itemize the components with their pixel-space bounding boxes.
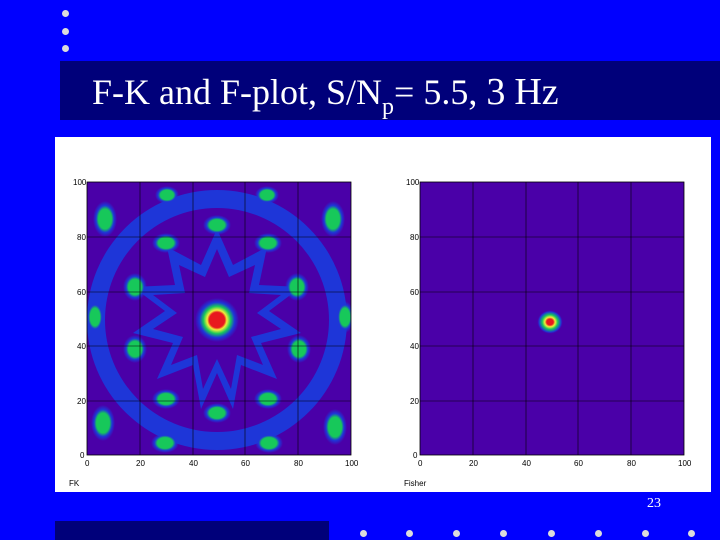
figure-svg bbox=[86, 181, 685, 456]
bullet-dot bbox=[62, 45, 69, 52]
bottom-bar bbox=[55, 521, 329, 540]
fk-x-tick: 0 bbox=[85, 459, 90, 468]
figure-panel: 100 80 60 40 20 0 0 20 40 60 80 100 FK 1… bbox=[55, 137, 711, 492]
bullet-dot bbox=[642, 530, 649, 537]
fk-main-peak bbox=[195, 298, 239, 342]
fk-y-tick: 80 bbox=[77, 233, 86, 242]
fisher-x-tick: 60 bbox=[574, 459, 583, 468]
fk-grid bbox=[87, 182, 351, 455]
fk-x-tick: 80 bbox=[294, 459, 303, 468]
fk-x-tick: 20 bbox=[136, 459, 145, 468]
fisher-y-tick: 80 bbox=[410, 233, 419, 242]
decorative-dots-horizontal bbox=[360, 530, 720, 538]
bullet-dot bbox=[688, 530, 695, 537]
slide-title: F-K and F-plot, S/Np= 5.5, 3 Hz bbox=[92, 70, 559, 119]
title-unit: Hz bbox=[514, 71, 559, 113]
fk-x-tick: 100 bbox=[345, 459, 359, 468]
fisher-frame bbox=[419, 181, 685, 456]
fk-y-tick: 60 bbox=[77, 288, 86, 297]
fisher-y-tick: 0 bbox=[413, 451, 418, 460]
bullet-dot bbox=[595, 530, 602, 537]
fisher-x-tick: 20 bbox=[469, 459, 478, 468]
fk-y-tick: 0 bbox=[80, 451, 85, 460]
bullet-dot bbox=[500, 530, 507, 537]
title-bar bbox=[60, 61, 720, 120]
bullet-dot bbox=[62, 28, 69, 35]
title-subscript: p bbox=[382, 94, 395, 120]
page-number: 23 bbox=[647, 496, 661, 511]
fk-y-tick: 40 bbox=[77, 342, 86, 351]
fk-x-tick: 60 bbox=[241, 459, 250, 468]
fk-y-tick: 100 bbox=[73, 178, 87, 187]
fisher-plot bbox=[419, 181, 685, 456]
fisher-y-tick: 40 bbox=[410, 342, 419, 351]
fisher-x-tick: 100 bbox=[678, 459, 692, 468]
fk-sidelobes bbox=[87, 186, 351, 453]
bullet-dot bbox=[62, 10, 69, 17]
fisher-y-tick: 100 bbox=[406, 178, 420, 187]
fisher-x-tick: 0 bbox=[418, 459, 423, 468]
fisher-y-tick: 60 bbox=[410, 288, 419, 297]
bullet-dot bbox=[406, 530, 413, 537]
bullet-dot bbox=[548, 530, 555, 537]
decorative-dots-vertical bbox=[60, 8, 70, 56]
bullet-dot bbox=[453, 530, 460, 537]
fisher-y-tick: 20 bbox=[410, 397, 419, 406]
title-mid: = 5.5, bbox=[394, 72, 487, 112]
fisher-peak bbox=[537, 310, 563, 334]
bullet-dot bbox=[360, 530, 367, 537]
fisher-x-tick: 40 bbox=[522, 459, 531, 468]
fisher-plot-label: Fisher bbox=[404, 479, 427, 488]
fisher-grid bbox=[420, 182, 684, 455]
fk-frame bbox=[86, 181, 352, 456]
fk-plot bbox=[86, 181, 352, 456]
fk-x-tick: 40 bbox=[189, 459, 198, 468]
title-prefix: F-K and F-plot, S/N bbox=[92, 72, 383, 112]
fk-y-tick: 20 bbox=[77, 397, 86, 406]
fisher-x-tick: 80 bbox=[627, 459, 636, 468]
fk-plot-label: FK bbox=[69, 479, 80, 488]
title-frequency: 3 bbox=[486, 71, 506, 113]
